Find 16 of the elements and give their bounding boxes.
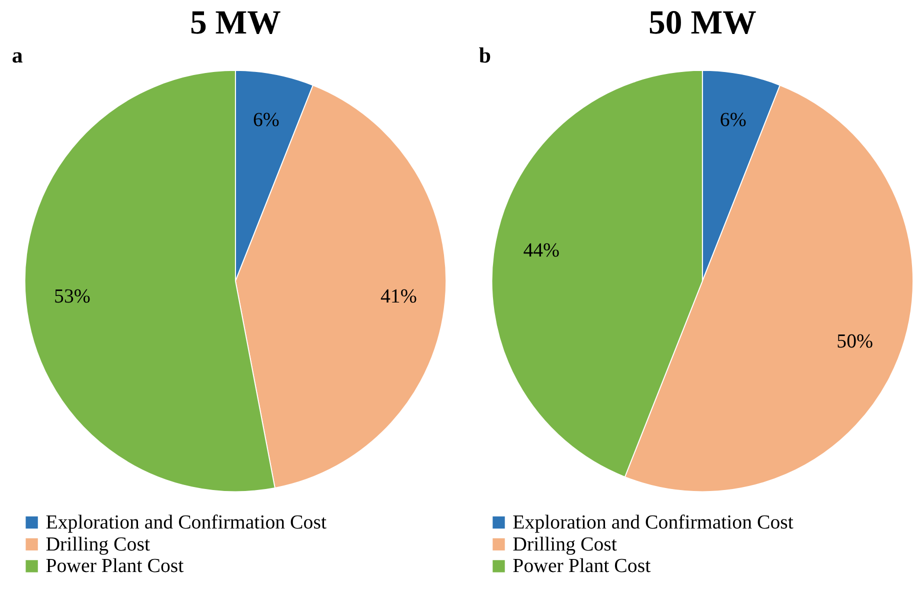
legend-label: Drilling Cost — [46, 533, 150, 556]
data-label: 6% — [252, 109, 280, 131]
data-label: 53% — [54, 285, 90, 308]
legend-label: Exploration and Confirmation Cost — [46, 511, 327, 534]
data-label: 6% — [720, 109, 746, 131]
chart-title: 50 MW — [648, 4, 757, 42]
chart-title: 5 MW — [190, 4, 282, 42]
legend-label: Exploration and Confirmation Cost — [512, 511, 794, 534]
legend-label: Power Plant Cost — [46, 555, 184, 578]
data-label: 50% — [836, 330, 874, 352]
text: b — [478, 43, 492, 68]
legend-label: Drilling Cost — [512, 533, 618, 556]
data-label: 41% — [380, 285, 417, 308]
data-label: 44% — [523, 239, 560, 262]
text: a — [12, 43, 23, 68]
legend-label: Power Plant Cost — [512, 555, 652, 578]
